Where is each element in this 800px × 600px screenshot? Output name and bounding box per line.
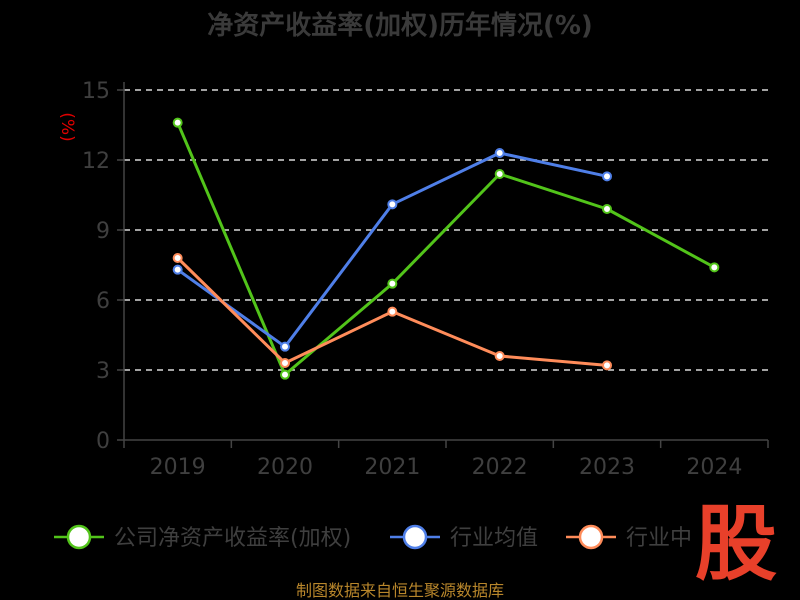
x-tick-label: 2019 — [150, 455, 206, 480]
data-point — [387, 199, 398, 210]
x-tick-label: 2022 — [472, 455, 528, 480]
data-point — [602, 171, 612, 182]
data-point — [280, 358, 290, 368]
y-axis-unit: (%) — [57, 112, 77, 141]
data-point — [602, 360, 612, 371]
x-tick-label: 2023 — [579, 455, 635, 480]
data-point — [494, 351, 505, 361]
data-point — [172, 117, 183, 128]
axes: 0 3 6 9 12 15 2019 2020 2021 2022 2023 2024 — [82, 79, 769, 480]
chart-title: 净资产收益率(加权)历年情况(%) — [207, 10, 593, 41]
x-tick-label: 2021 — [364, 455, 420, 480]
y-tick-label: 3 — [96, 359, 110, 384]
y-tick-label: 15 — [82, 79, 110, 104]
series-line — [176, 151, 608, 349]
data-point — [387, 306, 398, 317]
legend-label: 行业均值 — [450, 526, 538, 551]
legend-label: 公司净资产收益率(加权) — [114, 526, 351, 551]
x-tick-label: 2024 — [686, 455, 742, 480]
brand-logo: 股 — [695, 497, 777, 592]
data-point — [709, 262, 720, 273]
data-point — [494, 148, 505, 158]
data-point — [602, 204, 612, 214]
y-tick-label: 9 — [96, 219, 110, 244]
series-group — [172, 117, 720, 380]
x-tick-label: 2020 — [257, 455, 313, 480]
source-note: 制图数据来自恒生聚源数据库 — [296, 581, 504, 600]
legend-marker — [66, 524, 92, 550]
y-tick-label: 6 — [96, 289, 110, 314]
legend: 公司净资产收益率(加权) 行业均值 行业中 — [54, 524, 692, 551]
data-point — [172, 253, 183, 263]
legend-marker — [578, 524, 604, 550]
data-point — [387, 278, 398, 289]
data-point — [280, 369, 290, 380]
data-point — [172, 264, 183, 275]
data-point — [280, 341, 290, 352]
data-point — [494, 169, 505, 179]
legend-marker — [402, 524, 428, 550]
y-tick-label: 0 — [96, 429, 110, 454]
legend-label: 行业中 — [626, 526, 692, 551]
y-tick-label: 12 — [82, 149, 110, 174]
